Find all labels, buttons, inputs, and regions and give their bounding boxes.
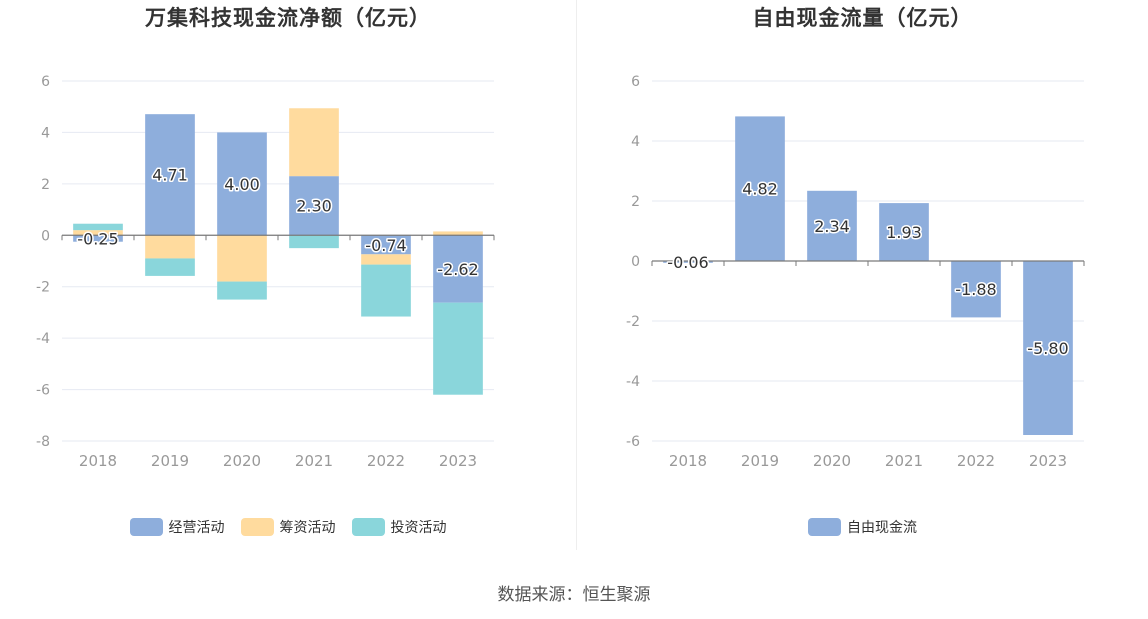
x-tick-label: 2020 bbox=[223, 452, 261, 470]
bar-筹资活动-2018 bbox=[73, 230, 123, 236]
bar-筹资活动-2021 bbox=[289, 108, 339, 177]
bar-自由现金流-2019 bbox=[735, 116, 785, 262]
bar-经营活动-2023 bbox=[433, 235, 483, 303]
data-label: 4.82 bbox=[742, 180, 778, 199]
bar-投资活动-2019 bbox=[145, 258, 195, 276]
bar-投资活动-2023 bbox=[433, 302, 483, 395]
legend-label: 投资活动 bbox=[390, 520, 447, 536]
bar-筹资活动-2022 bbox=[361, 254, 411, 265]
bar-自由现金流-2023 bbox=[1023, 261, 1073, 435]
data-label: 2.34 bbox=[814, 217, 850, 236]
legend-swatch bbox=[351, 518, 385, 536]
data-label: 2.30 bbox=[296, 197, 332, 216]
chart-title: 万集科技现金流净额（亿元） bbox=[145, 6, 431, 30]
data-label: 1.93 bbox=[886, 223, 922, 242]
legend-item[interactable]: 经营活动 bbox=[129, 517, 225, 537]
x-tick-label: 2019 bbox=[151, 452, 189, 470]
legend: 经营活动 筹资活动 投资活动 bbox=[0, 517, 576, 537]
bar-自由现金流-2020 bbox=[807, 190, 857, 261]
bar-投资活动-2020 bbox=[217, 281, 267, 300]
legend-swatch bbox=[129, 518, 163, 536]
y-tick-label: 2 bbox=[631, 194, 640, 210]
x-tick-label: 2021 bbox=[885, 452, 923, 470]
bar-自由现金流-2022 bbox=[951, 261, 1001, 318]
free-cash-flow-chart-panel: 自由现金流量（亿元） 6 4 2 0 -2 -4 -6 2018 2019 2020 2021 202… bbox=[577, 0, 1148, 550]
bar-筹资活动-2020 bbox=[217, 235, 267, 282]
data-label: 4.00 bbox=[224, 175, 260, 194]
legend-swatch bbox=[808, 518, 841, 536]
data-label: -0.06 bbox=[667, 253, 708, 272]
x-tick-label: 2023 bbox=[439, 452, 477, 470]
x-tick-label: 2018 bbox=[669, 452, 707, 470]
y-tick-label: -6 bbox=[626, 434, 640, 450]
cash-flow-chart-panel: 万集科技现金流净额（亿元） 6 4 2 0 -2 -4 -6 -8 2018 2019 2020 20… bbox=[0, 0, 576, 550]
x-tick-label: 2022 bbox=[957, 452, 995, 470]
legend: 自由现金流 bbox=[577, 517, 1148, 537]
data-label: -0.74 bbox=[365, 236, 406, 255]
legend-label: 经营活动 bbox=[168, 520, 225, 536]
y-tick-label: 2 bbox=[41, 177, 50, 193]
data-label: -0.25 bbox=[77, 230, 118, 249]
y-tick-label: 6 bbox=[41, 74, 50, 90]
data-label: -1.88 bbox=[955, 280, 996, 299]
y-tick-label: 0 bbox=[41, 228, 50, 244]
bar-自由现金流-2018 bbox=[663, 261, 713, 263]
data-label: -5.80 bbox=[1027, 339, 1068, 358]
legend-swatch bbox=[240, 518, 274, 536]
y-tick-label: -4 bbox=[626, 374, 640, 390]
y-tick-label: -8 bbox=[36, 434, 50, 450]
bar-经营活动-2018 bbox=[73, 235, 123, 242]
data-label: -2.62 bbox=[437, 260, 478, 279]
bar-筹资活动-2019 bbox=[145, 235, 195, 259]
bar-经营活动-2022 bbox=[361, 235, 411, 255]
x-tick-label: 2022 bbox=[367, 452, 405, 470]
bar-自由现金流-2021 bbox=[879, 203, 929, 261]
y-tick-label: 4 bbox=[41, 125, 50, 141]
cash-flow-chart: 6 4 2 0 -2 -4 -6 -8 2018 2019 2020 2021 2022 2023 -0.2… bbox=[36, 74, 495, 470]
bar-经营活动-2019 bbox=[145, 114, 195, 236]
bar-经营活动-2021 bbox=[289, 176, 339, 236]
y-tick-label: 6 bbox=[631, 74, 640, 90]
free-cash-flow-chart: 6 4 2 0 -2 -4 -6 2018 2019 2020 2021 2022 2023 -0.06 4… bbox=[626, 74, 1085, 470]
y-tick-label: -2 bbox=[626, 314, 640, 330]
x-tick-label: 2023 bbox=[1029, 452, 1067, 470]
source-note: 数据来源：恒生聚源 bbox=[497, 585, 651, 605]
chart-title: 自由现金流量（亿元） bbox=[752, 6, 973, 30]
bar-投资活动-2021 bbox=[289, 235, 339, 249]
y-tick-label: 0 bbox=[631, 254, 640, 270]
y-tick-label: 4 bbox=[631, 134, 640, 150]
legend-item[interactable]: 投资活动 bbox=[351, 517, 447, 537]
bar-经营活动-2020 bbox=[217, 132, 267, 236]
bar-投资活动-2022 bbox=[361, 264, 411, 317]
x-tick-label: 2019 bbox=[741, 452, 779, 470]
x-tick-label: 2021 bbox=[295, 452, 333, 470]
y-tick-label: -2 bbox=[36, 280, 50, 296]
panel-divider bbox=[576, 0, 577, 550]
y-tick-label: -4 bbox=[36, 331, 50, 347]
x-tick-label: 2020 bbox=[813, 452, 851, 470]
bar-投资活动-2018 bbox=[73, 223, 123, 231]
legend-label: 筹资活动 bbox=[279, 520, 336, 536]
y-tick-label: -6 bbox=[36, 383, 50, 399]
x-tick-label: 2018 bbox=[79, 452, 117, 470]
data-label: 4.71 bbox=[152, 166, 188, 185]
legend-item[interactable]: 筹资活动 bbox=[240, 517, 336, 537]
legend-item[interactable]: 自由现金流 bbox=[808, 517, 917, 537]
bar-筹资活动-2023 bbox=[433, 231, 483, 236]
legend-label: 自由现金流 bbox=[847, 520, 917, 536]
